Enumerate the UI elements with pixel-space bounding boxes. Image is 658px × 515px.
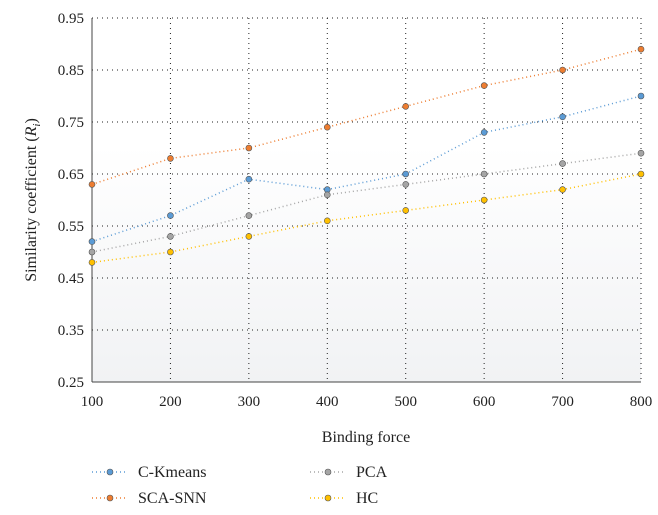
series-hc: [88, 170, 645, 266]
y-axis-label-close: ): [23, 118, 40, 123]
x-tick-label: 700: [551, 394, 574, 410]
legend-label: SCA-SNN: [138, 490, 207, 507]
series-group: [88, 45, 645, 266]
x-tick-label: 400: [316, 394, 339, 410]
data-point: [402, 207, 410, 214]
data-point: [88, 181, 96, 188]
x-tick-label: 800: [630, 394, 653, 410]
series-line-c-kmeans: [91, 95, 642, 243]
x-axis-label: Binding force: [322, 429, 410, 446]
legend-label: HC: [356, 490, 378, 507]
legend: C-Kmeans PCA SCA-SNN HC: [92, 464, 388, 507]
x-tick-label: 500: [394, 394, 417, 410]
y-axis-label-var: R: [23, 126, 40, 137]
series-pca: [88, 149, 645, 256]
y-tick-label: 0.95: [58, 11, 84, 27]
y-tick-label: 0.35: [58, 323, 84, 339]
data-point: [88, 238, 96, 245]
data-point: [559, 160, 566, 167]
y-tick-label: 0.75: [58, 115, 84, 131]
x-tick-label: 200: [159, 394, 182, 410]
data-point: [323, 123, 331, 131]
legend-item-sca-snn: SCA-SNN: [92, 490, 207, 507]
data-point: [480, 82, 488, 89]
data-point: [402, 103, 410, 110]
data-point: [245, 212, 253, 219]
data-point: [245, 175, 253, 183]
y-axis-label-main: Similarity coefficient (: [23, 136, 40, 281]
x-tick-label: 600: [473, 394, 496, 410]
data-point: [323, 191, 331, 199]
y-tick-label: 0.25: [58, 375, 84, 391]
y-tick-label: 0.55: [58, 219, 84, 235]
data-point: [637, 92, 645, 100]
axes: [91, 18, 641, 383]
y-tick-label: 0.45: [58, 271, 84, 287]
data-point: [167, 155, 174, 162]
x-tick-labels: 100 200 300 400 500 600 700 800: [81, 394, 653, 410]
legend-item-hc: HC: [310, 490, 378, 507]
series-c-kmeans: [88, 92, 645, 245]
data-point: [167, 233, 174, 240]
y-tick-labels: 0.25 0.35 0.45 0.55 0.65 0.75 0.85 0.95: [58, 11, 84, 391]
legend-item-c-kmeans: C-Kmeans: [92, 464, 206, 481]
data-point: [480, 170, 488, 178]
y-tick-label: 0.65: [58, 167, 84, 183]
data-point: [402, 170, 410, 178]
legend-label: C-Kmeans: [138, 464, 206, 481]
data-point: [559, 113, 566, 121]
y-tick-label: 0.85: [58, 63, 84, 79]
data-point: [480, 196, 488, 204]
data-point: [480, 129, 488, 136]
legend-swatch-marker: [324, 494, 332, 502]
data-point: [88, 259, 96, 266]
plot-background: [92, 18, 641, 382]
data-point: [637, 170, 645, 178]
x-tick-label: 100: [81, 394, 104, 410]
grid: [92, 17, 642, 382]
y-axis-label-sub: i: [31, 124, 43, 127]
data-point: [559, 66, 566, 74]
series-line-hc: [91, 173, 642, 264]
legend-swatch-marker: [106, 494, 114, 502]
legend-swatch-marker: [324, 468, 332, 476]
data-point: [323, 217, 331, 225]
data-point: [167, 248, 174, 256]
data-point: [245, 233, 253, 240]
y-axis-label: Similarity coefficient (Ri): [23, 118, 43, 282]
legend-item-pca: PCA: [310, 464, 388, 481]
legend-swatch-marker: [106, 468, 114, 476]
data-point: [245, 144, 253, 152]
legend-label: PCA: [356, 464, 388, 481]
series-sca-snn: [88, 45, 645, 188]
data-point: [88, 248, 96, 256]
data-point: [637, 45, 645, 53]
data-point: [637, 149, 645, 157]
data-point: [402, 181, 410, 188]
data-point: [167, 212, 174, 219]
data-point: [559, 186, 566, 193]
x-tick-label: 300: [238, 394, 261, 410]
